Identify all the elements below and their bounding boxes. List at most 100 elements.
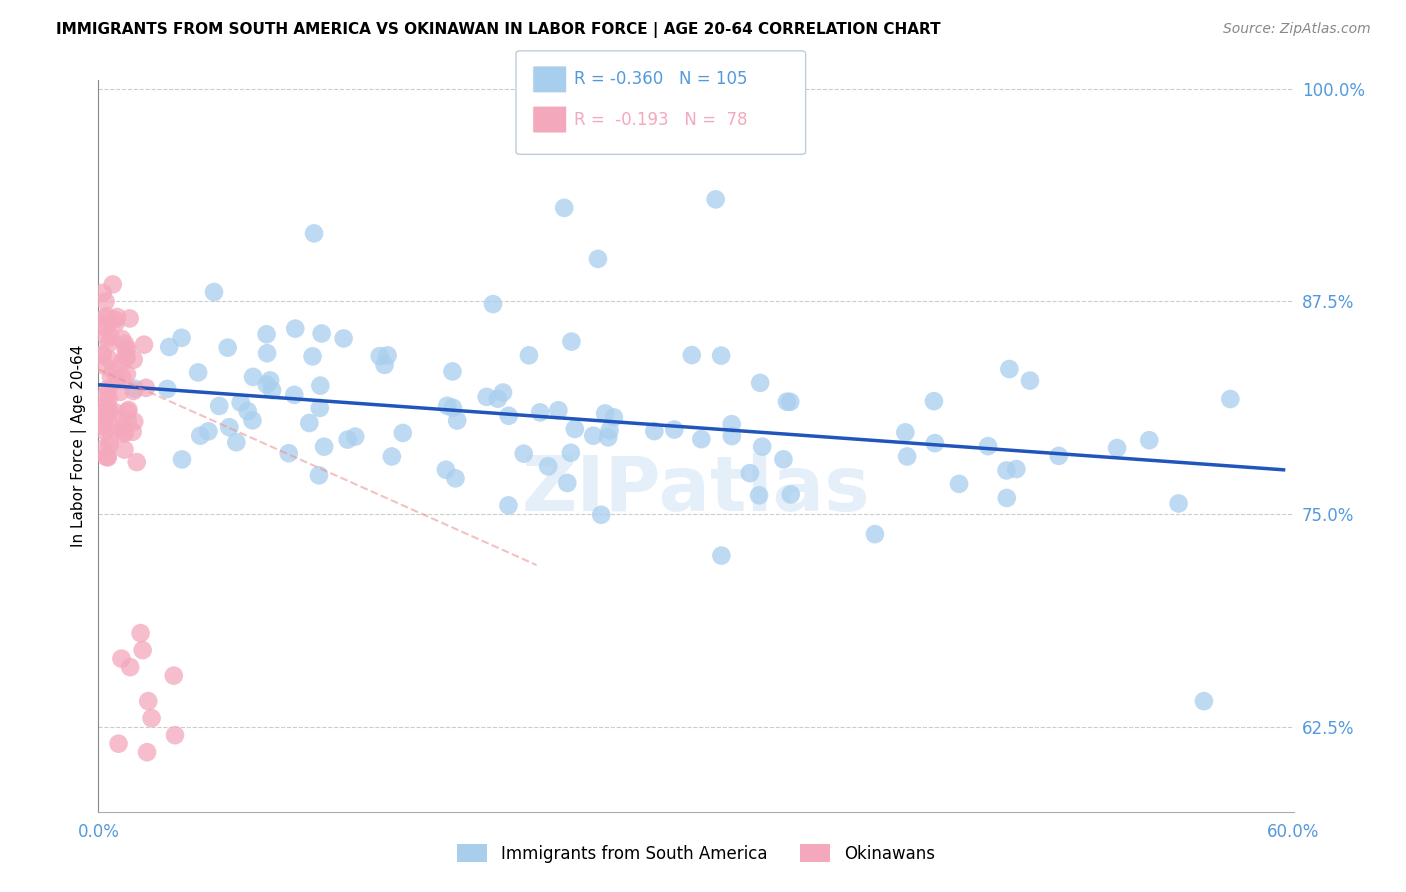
- Point: [101, 277, 124, 292]
- Point: [111, 423, 134, 437]
- Point: [110, 384, 132, 399]
- Point: [298, 416, 321, 430]
- Point: [170, 452, 193, 467]
- Point: [105, 373, 128, 387]
- Point: [998, 362, 1021, 376]
- Point: [115, 351, 138, 365]
- Point: [894, 425, 917, 440]
- Point: [277, 446, 299, 460]
- Point: [100, 369, 122, 384]
- Point: [664, 423, 686, 437]
- Point: [110, 651, 132, 665]
- Point: [236, 404, 259, 418]
- Point: [591, 508, 613, 522]
- Text: ZIPatlas: ZIPatlas: [522, 453, 870, 527]
- Point: [122, 384, 145, 398]
- Point: [122, 415, 145, 429]
- Point: [94, 425, 117, 439]
- Text: IMMIGRANTS FROM SOUTH AMERICA VS OKINAWAN IN LABOR FORCE | AGE 20-64 CORRELATION: IMMIGRANTS FROM SOUTH AMERICA VS OKINAWA…: [56, 22, 941, 38]
- Point: [117, 405, 139, 419]
- Point: [208, 399, 231, 413]
- Point: [256, 377, 278, 392]
- Point: [368, 349, 391, 363]
- Point: [100, 330, 122, 344]
- Point: [1192, 694, 1215, 708]
- Point: [129, 626, 152, 640]
- Point: [256, 327, 278, 342]
- Point: [100, 420, 122, 434]
- Point: [105, 310, 128, 324]
- Point: [256, 346, 278, 360]
- Point: [512, 447, 534, 461]
- Point: [863, 527, 886, 541]
- Point: [156, 382, 179, 396]
- Text: R =  -0.193   N =  78: R = -0.193 N = 78: [574, 111, 747, 128]
- Point: [772, 452, 794, 467]
- Point: [103, 312, 125, 326]
- Point: [97, 336, 120, 351]
- Point: [301, 350, 323, 364]
- Point: [977, 439, 1000, 453]
- Point: [681, 348, 703, 362]
- Point: [710, 549, 733, 563]
- Point: [441, 364, 464, 378]
- Point: [111, 355, 134, 369]
- Point: [114, 425, 136, 440]
- Point: [1137, 434, 1160, 448]
- Point: [218, 420, 240, 434]
- Point: [302, 227, 325, 241]
- Point: [111, 419, 134, 434]
- Point: [131, 643, 153, 657]
- Point: [553, 201, 575, 215]
- Point: [94, 321, 117, 335]
- Point: [948, 476, 970, 491]
- Point: [309, 378, 332, 392]
- Point: [374, 358, 396, 372]
- Point: [332, 331, 354, 345]
- Point: [94, 359, 117, 373]
- Point: [242, 413, 264, 427]
- Point: [93, 311, 115, 326]
- Point: [557, 475, 579, 490]
- Point: [121, 425, 143, 439]
- Point: [187, 366, 209, 380]
- Point: [97, 400, 120, 414]
- Point: [308, 468, 330, 483]
- Point: [96, 330, 118, 344]
- Point: [1167, 496, 1189, 510]
- Point: [115, 367, 138, 381]
- Point: [94, 409, 117, 424]
- Point: [564, 422, 586, 436]
- Point: [229, 395, 252, 409]
- Point: [779, 394, 801, 409]
- Point: [91, 418, 114, 433]
- Point: [124, 382, 146, 396]
- Point: [96, 405, 118, 419]
- Point: [107, 737, 129, 751]
- Point: [112, 426, 135, 441]
- Point: [475, 390, 498, 404]
- Point: [117, 403, 139, 417]
- Point: [170, 331, 193, 345]
- Point: [603, 410, 626, 425]
- Point: [547, 403, 569, 417]
- Point: [197, 425, 219, 439]
- Point: [136, 694, 159, 708]
- Point: [720, 417, 742, 432]
- Point: [482, 297, 505, 311]
- Point: [896, 450, 918, 464]
- Point: [517, 348, 540, 362]
- Point: [111, 332, 134, 346]
- Point: [91, 442, 114, 456]
- Point: [125, 455, 148, 469]
- Point: [98, 438, 121, 452]
- Point: [995, 463, 1018, 477]
- Point: [96, 450, 118, 464]
- Point: [98, 406, 121, 420]
- Point: [283, 388, 305, 402]
- Point: [704, 192, 727, 206]
- Point: [1047, 449, 1070, 463]
- Point: [446, 413, 468, 427]
- Point: [599, 423, 621, 437]
- Point: [586, 252, 609, 266]
